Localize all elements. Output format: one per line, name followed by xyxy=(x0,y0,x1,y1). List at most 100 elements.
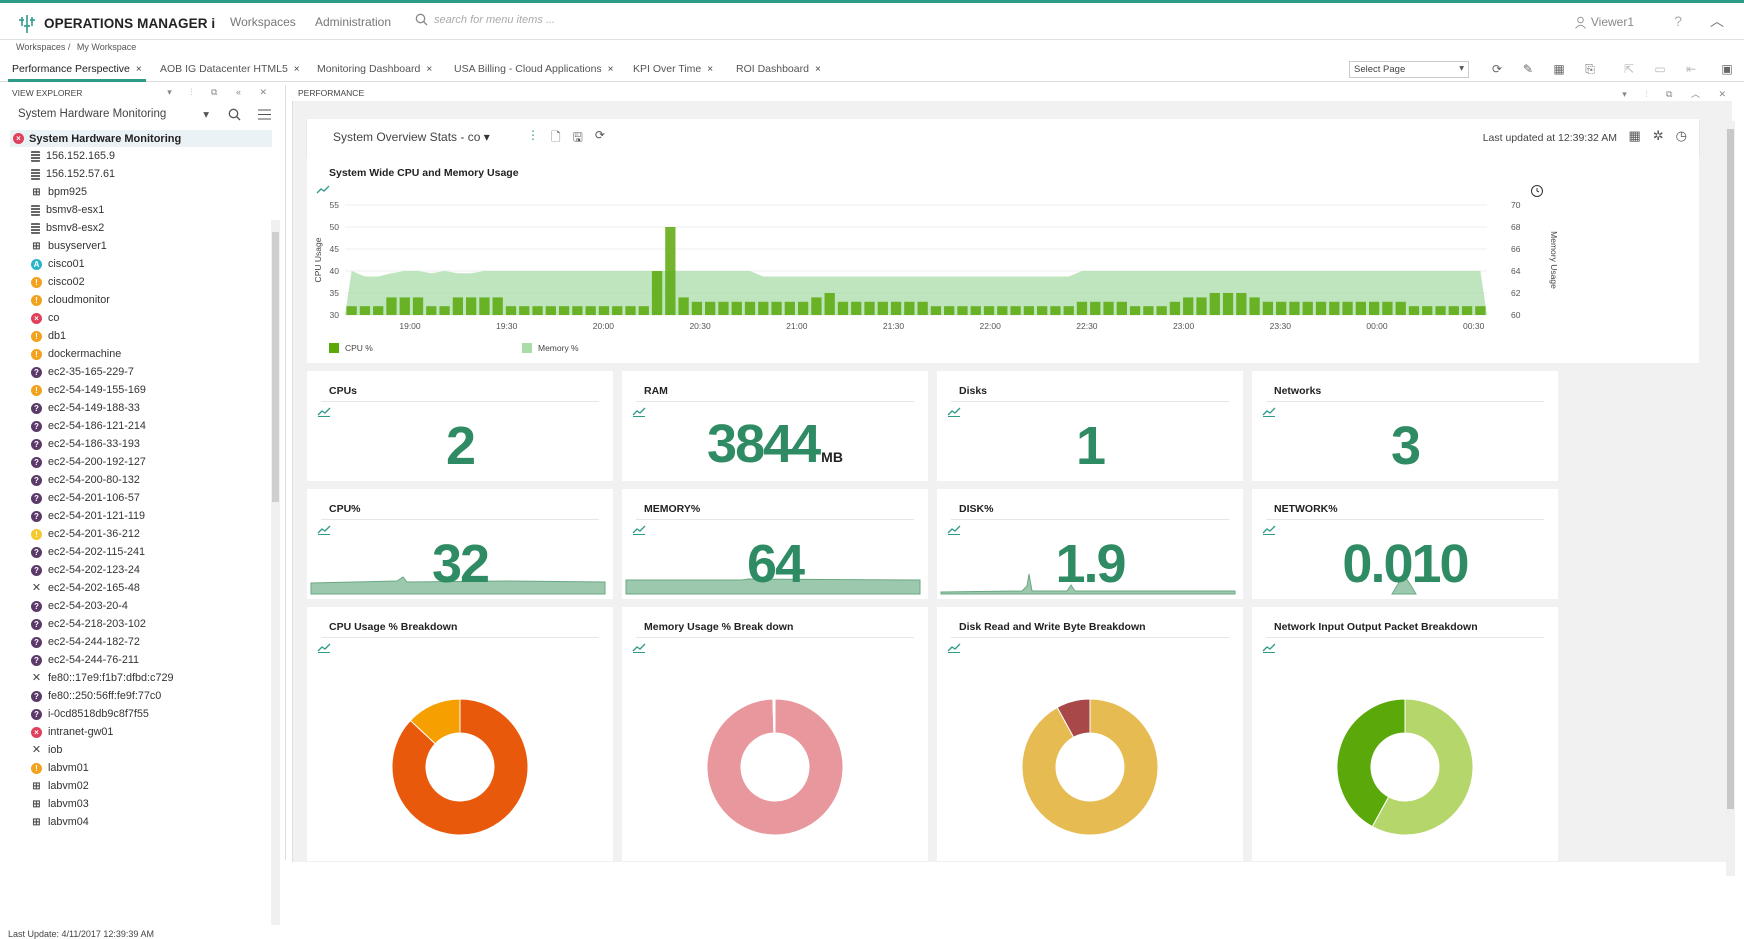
tree-item[interactable]: ? ec2-54-149-188-33 xyxy=(10,399,272,417)
tree-item[interactable]: bsmv8-esx2 xyxy=(10,219,272,237)
breadcrumb-my-workspace[interactable]: My Workspace xyxy=(76,42,137,52)
new-page-icon[interactable]: ⎘ xyxy=(1585,62,1595,76)
tree-item[interactable]: ? fe80::250:56ff:fe9f:77c0 xyxy=(10,687,272,705)
tree-item[interactable]: ⊞ busyserver1 xyxy=(10,237,272,255)
tree-item[interactable]: ! ec2-54-149-155-169 xyxy=(10,381,272,399)
nav-administration[interactable]: Administration xyxy=(315,15,392,29)
tab-usa-billing[interactable]: USA Billing - Cloud Applications × xyxy=(454,63,614,75)
close-icon[interactable]: × xyxy=(814,64,821,75)
donut-slice[interactable] xyxy=(391,698,529,836)
breadcrumb-workspaces[interactable]: Workspaces / xyxy=(16,42,71,52)
trend-icon[interactable] xyxy=(947,525,961,535)
tree-item[interactable]: ? ec2-54-200-80-132 xyxy=(10,471,272,489)
scrollbar-thumb[interactable] xyxy=(1727,129,1734,809)
document-icon[interactable]: ▭ xyxy=(1654,62,1666,76)
close-icon[interactable]: × xyxy=(607,64,614,75)
donut-slice[interactable] xyxy=(409,698,461,745)
menu-search[interactable] xyxy=(415,13,614,26)
trend-icon[interactable] xyxy=(632,643,646,653)
tree-item[interactable]: ✕ ec2-54-202-165-48 xyxy=(10,579,272,597)
collapse-header-icon[interactable]: ︿ xyxy=(1710,13,1724,29)
tree-item[interactable]: ! cisco02 xyxy=(10,273,272,291)
settings-icon[interactable]: ▣ xyxy=(1721,62,1733,76)
tree-item[interactable]: ? i-0cd8518db9c8f7f55 xyxy=(10,705,272,723)
close-icon[interactable]: × xyxy=(426,64,433,75)
nav-workspaces[interactable]: Workspaces xyxy=(230,15,296,29)
tree-item[interactable]: ⊞ labvm04 xyxy=(10,813,272,831)
tab-kpi-over-time[interactable]: KPI Over Time × xyxy=(633,63,713,75)
close-icon[interactable]: × xyxy=(707,64,714,75)
tree-item[interactable]: ⊞ labvm02 xyxy=(10,777,272,795)
refresh-icon[interactable]: ⟳ xyxy=(594,128,605,142)
tree-item[interactable]: ✕ iob xyxy=(10,741,272,759)
trend-icon[interactable] xyxy=(1262,643,1276,653)
donut-slice[interactable] xyxy=(1021,698,1159,836)
trend-icon[interactable] xyxy=(317,407,331,417)
trend-icon[interactable] xyxy=(316,185,330,194)
page-select-dropdown[interactable]: System Overview Stats - co xyxy=(333,130,490,144)
panel-controls[interactable]: ▾ ⫶ ⧉ « ✕ xyxy=(167,87,275,97)
tree-item[interactable]: ? ec2-54-186-33-193 xyxy=(10,435,272,453)
export-icon[interactable]: ⇱ xyxy=(1623,62,1635,76)
tree-item[interactable]: bsmv8-esx1 xyxy=(10,201,272,219)
tree-item[interactable]: ? ec2-54-244-182-72 xyxy=(10,633,272,651)
donut-slice[interactable] xyxy=(1371,698,1474,836)
tree-item[interactable]: ! ec2-54-201-36-212 xyxy=(10,525,272,543)
more-options-icon[interactable]: ⋮ xyxy=(527,128,539,142)
close-icon[interactable]: × xyxy=(135,64,142,75)
select-page-dropdown[interactable]: Select Page xyxy=(1349,61,1469,78)
refresh-icon[interactable]: ⟳ xyxy=(1491,62,1503,76)
tree-item[interactable]: ⊞ bpm925 xyxy=(10,183,272,201)
back-icon[interactable]: ⇤ xyxy=(1685,62,1697,76)
help-icon[interactable]: ? xyxy=(1674,13,1682,29)
tree-item[interactable]: ! labvm01 xyxy=(10,759,272,777)
tree-item[interactable]: ! db1 xyxy=(10,327,272,345)
close-icon[interactable]: × xyxy=(293,64,300,75)
clock-icon[interactable] xyxy=(1531,185,1543,197)
layout-icon[interactable]: ▦ xyxy=(1553,62,1565,76)
trend-icon[interactable] xyxy=(1262,525,1276,535)
tree-item[interactable]: ! cloudmonitor xyxy=(10,291,272,309)
scrollbar-thumb[interactable] xyxy=(272,232,279,502)
user-menu[interactable]: Viewer1 xyxy=(1574,15,1634,29)
trend-icon[interactable] xyxy=(317,643,331,653)
history-icon[interactable]: ◷ xyxy=(1675,128,1687,143)
tree-item[interactable]: 156.152.57.61 xyxy=(10,165,272,183)
donut-slice[interactable] xyxy=(772,698,776,734)
panel-controls[interactable]: ▾ ⫶ ⧉ ︿ ✕ xyxy=(1622,89,1734,99)
tree-item[interactable]: ? ec2-54-200-192-127 xyxy=(10,453,272,471)
save-icon[interactable]: 🖫 xyxy=(572,130,583,144)
trend-icon[interactable] xyxy=(632,525,646,535)
search-icon[interactable] xyxy=(228,108,241,121)
donut-slice[interactable] xyxy=(1056,698,1091,738)
tab-aob-ig-datacenter[interactable]: AOB IG Datacenter HTML5 × xyxy=(160,63,300,75)
tab-monitoring-dashboard[interactable]: Monitoring Dashboard × xyxy=(317,63,432,75)
trend-icon[interactable] xyxy=(632,407,646,417)
tab-performance-perspective[interactable]: Performance Perspective × xyxy=(8,63,146,82)
trend-icon[interactable] xyxy=(1262,407,1276,417)
tree-item[interactable]: ? ec2-54-186-121-214 xyxy=(10,417,272,435)
donut-slice[interactable] xyxy=(1336,698,1406,828)
hamburger-menu-icon[interactable] xyxy=(258,109,271,120)
trend-icon[interactable] xyxy=(317,525,331,535)
tree-item[interactable]: ? ec2-35-165-229-7 xyxy=(10,363,272,381)
tab-roi-dashboard[interactable]: ROI Dashboard × xyxy=(736,63,821,75)
tree-scrollbar[interactable] xyxy=(271,220,280,925)
tree-item[interactable]: ! dockermachine xyxy=(10,345,272,363)
calendar-icon[interactable]: ▦ xyxy=(1628,128,1641,143)
dashboard-scrollbar[interactable] xyxy=(1726,121,1735,876)
tree-item[interactable]: ? ec2-54-201-106-57 xyxy=(10,489,272,507)
search-input[interactable] xyxy=(434,13,614,26)
tree-item[interactable]: ⊞ labvm03 xyxy=(10,795,272,813)
tree-item[interactable]: × intranet-gw01 xyxy=(10,723,272,741)
tree-item[interactable]: ! labvm05 xyxy=(10,831,272,835)
tree-root-node[interactable]: × System Hardware Monitoring xyxy=(10,130,272,147)
trend-icon[interactable] xyxy=(947,407,961,417)
tree-item[interactable]: × co xyxy=(10,309,272,327)
tree-item[interactable]: ? ec2-54-218-203-102 xyxy=(10,615,272,633)
tree-item[interactable]: 156.152.165.9 xyxy=(10,147,272,165)
tree-item[interactable]: ? ec2-54-203-20-4 xyxy=(10,597,272,615)
tree-item[interactable]: ✕ fe80::17e9:f1b7:dfbd:c729 xyxy=(10,669,272,687)
tree-item[interactable]: ? ec2-54-202-115-241 xyxy=(10,543,272,561)
